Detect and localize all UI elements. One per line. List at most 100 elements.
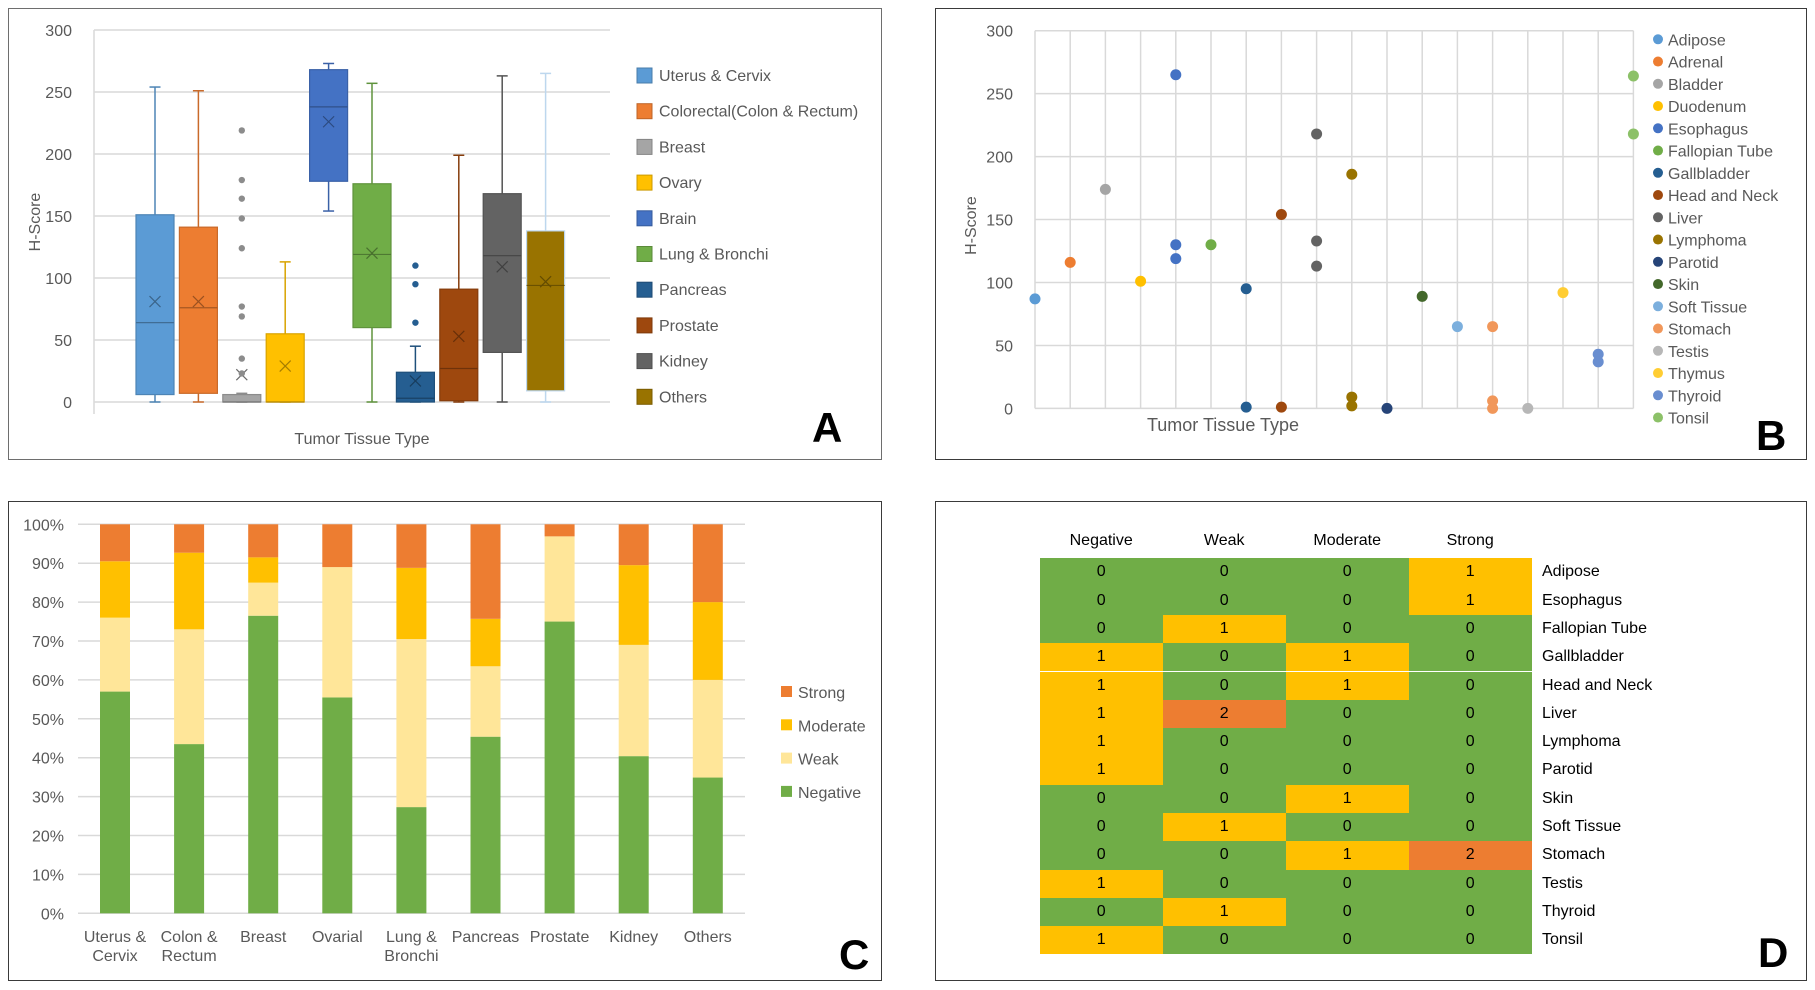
box-lung-bronchi <box>352 82 392 403</box>
panel-label-d: D <box>1758 929 1789 976</box>
row-label: Fallopian Tube <box>1542 619 1647 637</box>
stacked-bar-chart: 0% 10% 20% 30% 40% 50% 60% 70% 80% 90% 100% Uterus … <box>23 517 866 965</box>
box-colorectal-colon-rectum- <box>178 90 218 403</box>
heatmap-cell: 0 <box>1162 558 1286 587</box>
heatmap-cell: 0 <box>1285 869 1409 898</box>
heatmap-cell: 1 <box>1162 897 1286 927</box>
legend-swatch <box>781 752 792 764</box>
box <box>265 333 305 403</box>
data-point-lymphoma <box>1346 168 1358 180</box>
heatmap-cell: 0 <box>1039 841 1163 870</box>
legend-label: Gallbladder <box>1668 166 1751 183</box>
bar-segment-negative <box>248 615 279 914</box>
x-axis-title: Tumor Tissue Type <box>1147 415 1299 435</box>
y-tick-label: 30% <box>32 790 64 807</box>
panel-d-heatmap: Negative Weak Moderate Strong 0 0 0 1 Adipose 0 0 0… <box>935 501 1807 981</box>
x-tick-label: Colon & <box>161 929 218 946</box>
bar-segment-strong <box>248 524 279 558</box>
legend-swatch <box>636 281 653 298</box>
data-point-esophagus <box>1170 69 1182 81</box>
heatmap-cell: 0 <box>1285 728 1409 757</box>
mean-marker <box>496 260 509 273</box>
legend-label: Lymphoma <box>1668 233 1747 250</box>
bar-segment-weak <box>618 644 649 757</box>
legend-swatch <box>781 785 792 797</box>
legend-swatch <box>636 246 653 262</box>
y-tick-label: 100% <box>23 517 64 534</box>
heatmap-cell: 0 <box>1285 699 1409 729</box>
heatmap-cell: 0 <box>1039 784 1163 813</box>
legend-marker <box>1653 301 1663 312</box>
mean-marker <box>279 360 292 372</box>
data-point-gallbladder <box>1240 283 1252 295</box>
heatmap-cell: 0 <box>1039 897 1163 927</box>
legend-label: Uterus & Cervix <box>659 68 771 85</box>
legend-label: Duodenum <box>1668 99 1746 116</box>
column-header: Negative <box>1069 532 1133 550</box>
outlier-point <box>238 127 245 134</box>
legend-label: Lung & Bronchi <box>659 247 768 264</box>
box <box>395 371 435 403</box>
outlier-point <box>412 262 419 269</box>
row-label: Thyroid <box>1542 902 1596 920</box>
y-tick-label: 0% <box>41 906 64 923</box>
outlier-point <box>238 313 245 320</box>
bar-segment-negative <box>544 621 575 914</box>
heatmap-cell: 0 <box>1285 756 1409 785</box>
row-label: Skin <box>1542 789 1574 807</box>
y-tick-label: 50 <box>995 338 1013 355</box>
legend-label: Fallopian Tube <box>1668 144 1773 161</box>
box <box>135 214 175 396</box>
row-label: Liver <box>1542 704 1577 722</box>
column-header: Strong <box>1446 532 1494 550</box>
data-point-adrenal <box>1064 256 1076 268</box>
data-point-tonsil <box>1627 128 1639 140</box>
row-label: Parotid <box>1542 761 1593 779</box>
legend-swatch <box>636 138 653 155</box>
bar-segment-strong <box>322 524 353 568</box>
bar-segment-weak <box>470 666 501 737</box>
legend-marker <box>1653 167 1663 178</box>
heatmap-cell: 0 <box>1408 614 1532 644</box>
legend-label: Esophagus <box>1668 121 1748 138</box>
mean-marker <box>149 295 161 308</box>
box-ovary <box>265 261 305 403</box>
outlier-point <box>238 245 245 252</box>
heatmap-cell: 0 <box>1408 671 1532 700</box>
data-point-skin <box>1416 290 1428 302</box>
outlier-point <box>238 355 245 362</box>
legend-marker <box>1653 101 1663 112</box>
box <box>178 226 218 394</box>
legend-label: Strong <box>798 685 845 702</box>
box-uterus-cervix <box>135 86 175 403</box>
y-tick-label: 100 <box>45 271 72 288</box>
panel-label-b: B <box>1756 412 1787 459</box>
bar-segment-strong <box>100 524 130 562</box>
legend-marker <box>1653 34 1663 45</box>
x-tick-label: Cervix <box>92 948 137 965</box>
mean-marker <box>409 374 422 387</box>
heatmap-cell: 0 <box>1162 756 1286 785</box>
heatmap-cell: 0 <box>1039 813 1163 842</box>
outlier-point <box>238 176 245 184</box>
y-tick-label: 60% <box>32 673 64 690</box>
x-tick-label: Prostate <box>530 929 590 946</box>
bar-segment-weak <box>544 536 575 622</box>
bar-segment-weak <box>174 629 205 745</box>
bar-segment-moderate <box>174 552 205 630</box>
x-tick-label: Others <box>684 929 732 946</box>
heatmap-cell: 1 <box>1039 926 1163 955</box>
outlier-point <box>238 303 245 310</box>
row-label: Stomach <box>1542 846 1606 864</box>
box-kidney <box>482 75 522 403</box>
data-point-soft-tissue <box>1451 321 1463 333</box>
legend-label: Liver <box>1668 210 1703 227</box>
box <box>222 393 262 403</box>
data-point-esophagus <box>1170 253 1182 265</box>
bar-segment-weak <box>396 639 427 808</box>
legend-label: Tonsil <box>1668 411 1709 428</box>
legend-label: Thyroid <box>1668 388 1721 405</box>
data-point-liver <box>1311 260 1323 272</box>
data-point-adipose <box>1029 293 1041 305</box>
data-point-lymphoma <box>1346 400 1358 412</box>
